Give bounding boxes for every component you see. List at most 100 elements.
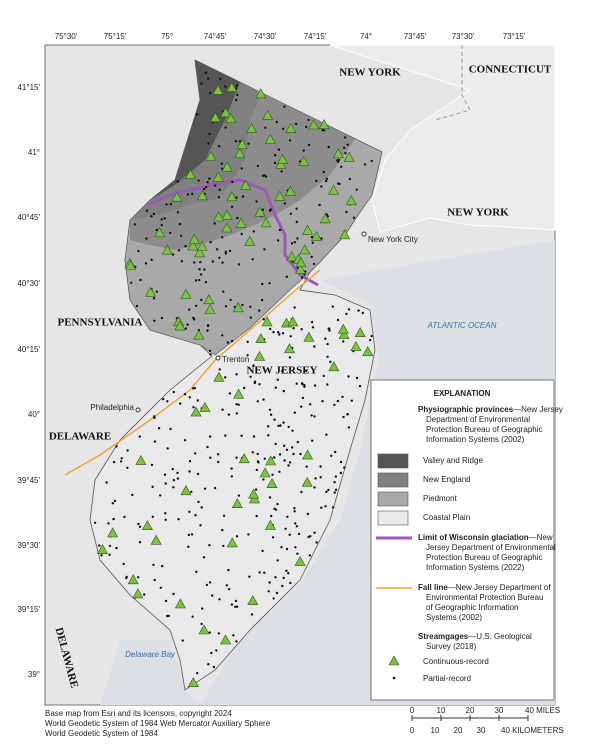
latitude-label: 39°30' (17, 541, 40, 550)
partial-record-gage (221, 408, 224, 411)
partial-record-gage (282, 576, 285, 580)
partial-record-gage (264, 175, 268, 178)
partial-record-gage (187, 545, 190, 548)
partial-record-gage (300, 276, 304, 279)
partial-record-gage (235, 412, 238, 415)
continuous-record-gage (276, 154, 289, 164)
partial-record-gage (315, 179, 318, 183)
partial-record-gage (294, 122, 298, 126)
continuous-record-gage (144, 286, 156, 297)
partial-record-gage (93, 521, 97, 524)
partial-record-gage (289, 335, 292, 338)
partial-record-gage (343, 146, 346, 149)
legend-text: —New Jersey (513, 405, 563, 414)
partial-record-gage (334, 488, 338, 491)
continuous-record-gage (205, 150, 217, 161)
partial-record-gage (178, 222, 181, 226)
continuous-record-gage (187, 240, 199, 251)
partial-record-gage (138, 525, 142, 528)
continuous-record-gage (301, 476, 313, 487)
continuous-record-gage (246, 123, 258, 133)
partial-record-gage (363, 163, 367, 166)
credit: World Geodetic System of 1984 (45, 729, 158, 738)
partial-record-gage (322, 170, 325, 174)
partial-record-gage (295, 382, 298, 385)
bay (100, 640, 200, 705)
longitude-label: 74°15' (304, 32, 327, 41)
partial-record-gage (236, 93, 239, 97)
partial-record-gage (191, 192, 194, 196)
continuous-record-gage (328, 184, 340, 195)
partial-record-gage (263, 174, 266, 177)
continuous-record-gage (174, 598, 186, 609)
legend-heading: Streamgages (418, 632, 469, 641)
partial-record-gage (131, 493, 134, 497)
partial-record-gage (151, 485, 154, 488)
partial-record-gage (190, 490, 193, 493)
partial-record-gage (227, 568, 230, 572)
legend-symbol (388, 655, 400, 666)
partial-record-gage (208, 132, 211, 136)
continuous-record-gage (294, 555, 306, 566)
partial-record-gage (169, 203, 173, 206)
continuous-record-gage (221, 161, 233, 172)
partial-record-gage (347, 426, 351, 429)
continuous-record-gage (265, 455, 277, 466)
continuous-record-gage (318, 119, 330, 129)
partial-record-gage (187, 533, 191, 537)
partial-record-gage (150, 215, 153, 218)
legend-class: Continuous-record (423, 657, 489, 666)
city-label: Trenton (222, 355, 249, 364)
water-label: Delaware Bay (125, 650, 176, 659)
partial-record-gage (283, 444, 286, 447)
partial-record-gage (310, 235, 314, 239)
partial-record-gage (273, 161, 277, 165)
state-label: NEW YORK (447, 207, 509, 219)
partial-record-gage (273, 418, 276, 421)
partial-record-gage (312, 262, 316, 266)
partial-record-gage (186, 193, 190, 196)
continuous-record-gage (174, 320, 186, 331)
partial-record-gage (208, 349, 212, 353)
partial-record-gage (258, 309, 261, 312)
partial-record-gage (172, 479, 176, 482)
partial-record-gage (203, 268, 206, 271)
valley-and-ridge (150, 60, 240, 200)
partial-record-gage (252, 435, 256, 438)
partial-record-gage (176, 477, 180, 480)
continuous-record-gage (212, 84, 224, 95)
partial-record-gage (274, 442, 277, 446)
partial-record-gage (262, 478, 265, 481)
partial-record-gage (202, 556, 206, 559)
partial-record-gage (199, 524, 202, 527)
partial-record-gage (285, 569, 288, 572)
partial-record-gage (188, 460, 192, 463)
partial-record-gage (295, 525, 299, 528)
continuous-record-gage (204, 303, 216, 314)
state-label: NEW YORK (339, 67, 401, 79)
continuous-record-gage (184, 169, 196, 179)
partial-record-gage (289, 581, 292, 585)
partial-record-gage (342, 340, 345, 343)
partial-record-gage (220, 162, 223, 165)
partial-record-gage (125, 576, 128, 580)
partial-record-gage (342, 415, 345, 419)
partial-record-gage (165, 203, 168, 206)
partial-record-gage (272, 597, 275, 600)
partial-record-gage (202, 187, 206, 191)
continuous-record-gage (303, 331, 315, 342)
partial-record-gage (224, 434, 227, 437)
scale-label: 20 (454, 726, 463, 735)
credit: World Geodetic System of 1984 Web Mercat… (45, 719, 271, 728)
partial-record-gage (248, 575, 251, 578)
land (329, 44, 556, 233)
continuous-record-gage (332, 148, 344, 159)
partial-record-gage (167, 614, 170, 618)
partial-record-gage (234, 599, 238, 603)
legend-class: New England (423, 475, 471, 484)
partial-record-gage (255, 468, 258, 472)
partial-record-gage (207, 663, 210, 666)
partial-record-gage (253, 380, 257, 383)
water-label: ATLANTIC OCEAN (427, 321, 497, 330)
partial-record-gage (166, 400, 169, 403)
